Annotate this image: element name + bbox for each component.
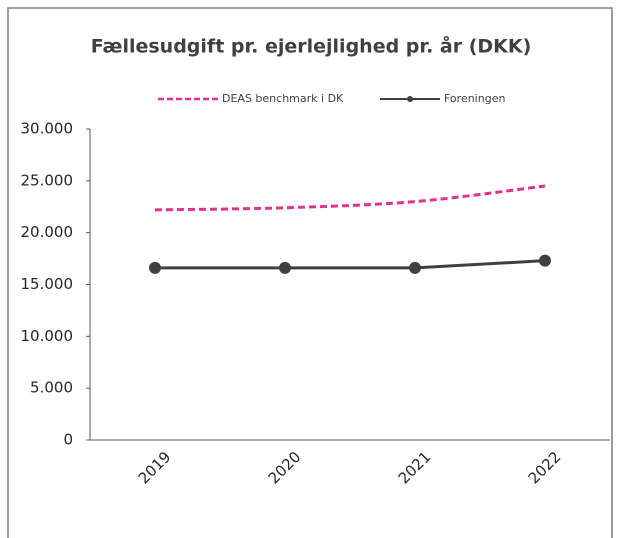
point: [539, 254, 551, 267]
legend-label: Foreningen: [444, 92, 505, 105]
y-tick-label: 0: [63, 431, 73, 449]
y-tick-label: 10.000: [21, 327, 74, 345]
y-tick-label: 5.000: [30, 379, 73, 397]
chart-title: Fællesudgift pr. ejerlejlighed pr. år (D…: [91, 34, 532, 58]
point: [279, 261, 291, 274]
y-tick-label: 30.000: [21, 120, 74, 138]
chart-frame: [7, 7, 613, 538]
point: [409, 261, 421, 274]
legend-label: DEAS benchmark i DK: [222, 92, 344, 105]
point: [149, 261, 161, 274]
y-tick-label: 20.000: [21, 223, 74, 241]
legend-marker: [407, 96, 413, 102]
y-tick-label: 15.000: [21, 275, 74, 293]
series-line: [155, 259, 546, 270]
series-line: [154, 184, 546, 212]
y-tick-label: 25.000: [21, 171, 74, 189]
